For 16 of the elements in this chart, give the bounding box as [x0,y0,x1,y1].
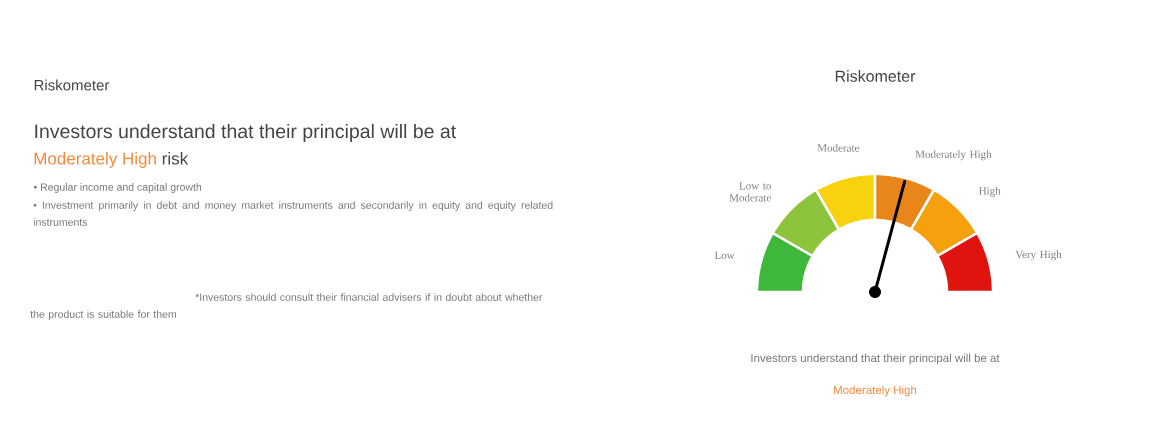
slice-label: Very High [1015,250,1062,261]
text: Investors understand that their principal will be at [35,123,457,143]
slice-label: High [979,186,1001,197]
text: • Regular income and capital growth [33,183,202,193]
slice-label: Low [714,251,735,259]
text: risk [162,152,189,165]
text: Investors understand that their principal will be at [751,353,1000,365]
text: Moderately High [834,385,917,397]
slice-label: Moderately High [915,150,992,161]
chart-title: Riskometer [835,70,916,82]
text: Riskometer [34,79,110,91]
slice-label: Low to Moderate [729,182,771,202]
text: *Investors should consult their financial advisers if in doubt about whether the product is suitable for them [30,293,543,320]
slice-label: Moderate [817,143,860,152]
text: Moderately High [34,152,156,168]
text: • Investment primarily in debt and money market instruments and secondarily in equity and equity related instruments [33,201,553,226]
